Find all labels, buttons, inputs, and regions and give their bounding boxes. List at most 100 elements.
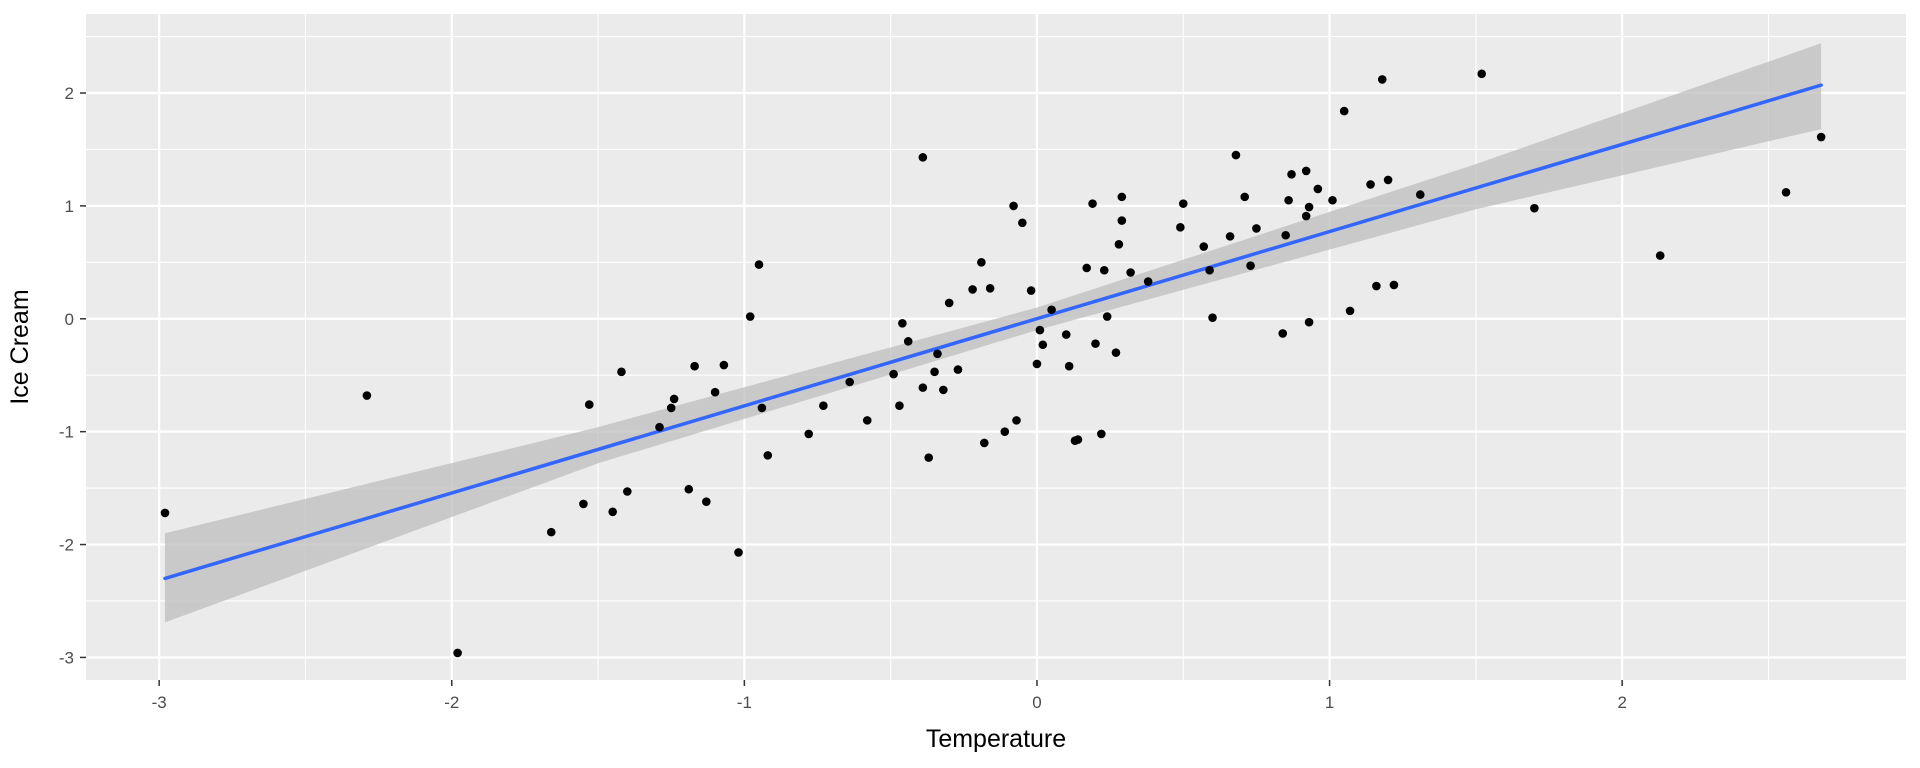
data-point — [1301, 166, 1311, 176]
regression-line — [163, 83, 1823, 581]
data-point — [845, 377, 854, 387]
data-point — [1176, 223, 1185, 232]
data-point — [1231, 150, 1241, 160]
y-tick-label: -1 — [59, 423, 74, 442]
data-point — [939, 385, 948, 395]
data-point — [895, 401, 904, 410]
data-point — [719, 360, 729, 370]
data-point — [804, 429, 814, 439]
data-point — [1389, 280, 1399, 290]
data-point — [1345, 306, 1355, 316]
data-point — [1038, 340, 1048, 350]
data-point — [1781, 188, 1791, 197]
data-point — [1301, 211, 1311, 221]
data-point — [1278, 329, 1288, 338]
y-tick-label: 1 — [65, 197, 74, 216]
x-tick-label: -1 — [737, 693, 752, 712]
data-point — [933, 349, 942, 359]
data-point — [1205, 265, 1214, 275]
data-point — [754, 260, 764, 269]
data-point — [1047, 305, 1056, 315]
data-points — [160, 69, 1826, 658]
data-point — [1477, 69, 1487, 79]
data-point — [757, 403, 767, 413]
data-point — [763, 451, 773, 460]
y-axis-title: Ice Cream — [6, 289, 34, 404]
data-point — [1178, 199, 1188, 208]
data-point — [1000, 427, 1010, 436]
data-point — [1114, 239, 1124, 249]
y-tick-label: -2 — [59, 536, 74, 555]
y-tick-label: -3 — [59, 648, 74, 667]
data-point — [1143, 277, 1153, 286]
data-point — [684, 484, 694, 494]
data-point — [1415, 190, 1425, 199]
data-point — [977, 258, 986, 267]
data-point — [1032, 359, 1042, 369]
data-point — [1366, 180, 1375, 189]
y-tick-label: 0 — [65, 310, 74, 329]
data-point — [690, 361, 699, 371]
data-point — [1064, 361, 1074, 371]
data-point — [1126, 268, 1135, 277]
data-point — [1199, 242, 1209, 251]
x-axis-tick-labels: -3 -2 -1 0 1 2 — [152, 693, 1627, 712]
data-point — [819, 401, 828, 410]
data-point — [1111, 348, 1121, 357]
data-point — [1117, 192, 1127, 202]
data-point — [924, 453, 934, 462]
data-point — [710, 387, 720, 397]
data-point — [1287, 169, 1296, 179]
data-point — [1304, 202, 1314, 212]
data-point — [453, 648, 462, 658]
data-point — [546, 527, 556, 537]
data-point — [953, 365, 963, 374]
y-tick-label: 2 — [65, 84, 74, 103]
data-point — [944, 298, 954, 308]
data-point — [617, 367, 626, 377]
data-point — [889, 369, 898, 379]
data-point — [579, 499, 588, 509]
data-point — [655, 422, 664, 432]
data-point — [1339, 106, 1349, 116]
data-point — [903, 337, 913, 346]
data-point — [1082, 263, 1092, 273]
data-point — [1313, 184, 1323, 194]
data-point — [979, 438, 989, 448]
data-point — [584, 400, 594, 409]
data-point — [1117, 216, 1127, 225]
data-point — [362, 391, 372, 400]
x-tick-label: 1 — [1325, 693, 1334, 712]
data-point — [1097, 429, 1106, 439]
data-point — [734, 548, 743, 557]
data-point — [1655, 251, 1665, 260]
major-gridlines — [86, 14, 1906, 680]
y-axis-ticks — [80, 92, 86, 659]
data-point — [1073, 435, 1083, 444]
data-point — [1012, 416, 1021, 425]
data-point — [898, 318, 907, 328]
data-point — [918, 383, 928, 392]
y-axis-tick-labels: -3 -2 -1 0 1 2 — [59, 84, 74, 667]
data-point — [1102, 312, 1112, 321]
data-point — [1252, 224, 1261, 233]
data-point — [160, 508, 170, 518]
data-point — [1009, 201, 1018, 211]
data-point — [1372, 281, 1381, 291]
data-point — [745, 312, 755, 321]
data-point — [1088, 199, 1097, 208]
data-point — [1091, 339, 1100, 348]
data-point — [608, 507, 617, 517]
data-point — [702, 497, 711, 506]
data-point — [1530, 203, 1539, 213]
x-axis-title: Temperature — [926, 725, 1066, 753]
data-point — [1026, 286, 1036, 295]
data-point — [918, 153, 928, 162]
data-point — [1281, 230, 1290, 240]
data-point — [930, 367, 939, 377]
data-point — [669, 394, 679, 404]
x-axis-ticks — [158, 680, 1623, 686]
data-point — [968, 285, 977, 294]
data-point — [1035, 325, 1045, 335]
data-point — [1018, 218, 1027, 228]
